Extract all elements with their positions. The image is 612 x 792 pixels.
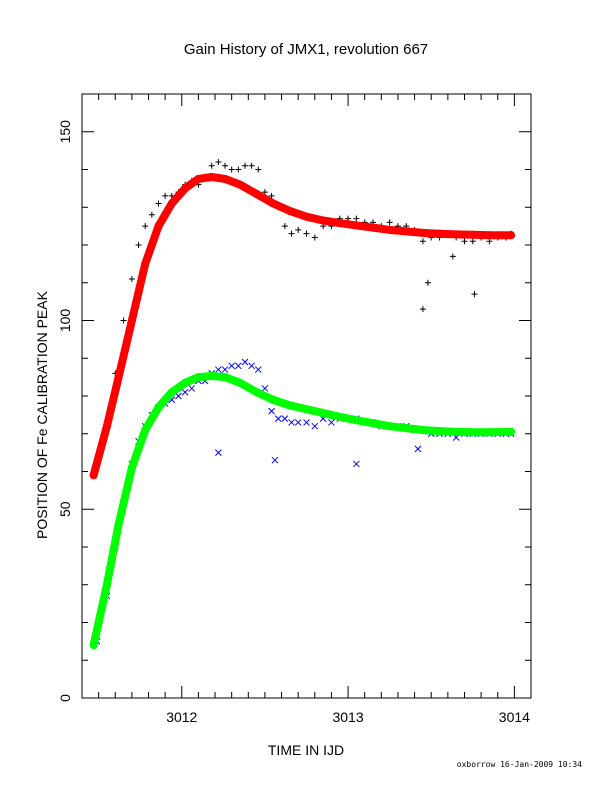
plus-marker bbox=[135, 242, 142, 248]
plus-marker bbox=[311, 234, 318, 241]
plus-marker bbox=[288, 230, 295, 237]
plus-marker bbox=[148, 211, 155, 218]
plus-marker bbox=[419, 238, 426, 245]
series-1 bbox=[93, 358, 515, 645]
x-tick-label: 3014 bbox=[499, 709, 530, 725]
plus-marker bbox=[449, 253, 456, 260]
plus-marker bbox=[128, 275, 135, 282]
plus-marker bbox=[353, 215, 360, 222]
chart-title: Gain History of JMX1, revolution 667 bbox=[184, 41, 428, 58]
cross-marker bbox=[414, 445, 422, 453]
plus-marker bbox=[222, 162, 229, 169]
cross-marker bbox=[234, 362, 242, 370]
plus-marker bbox=[228, 166, 235, 173]
plus-marker bbox=[268, 192, 275, 199]
plus-marker bbox=[471, 291, 478, 298]
cross-marker bbox=[215, 366, 222, 373]
cross-marker bbox=[221, 366, 229, 373]
cross-marker bbox=[271, 456, 279, 464]
y-tick-label: 150 bbox=[57, 120, 73, 144]
plus-marker bbox=[461, 238, 468, 245]
plus-marker bbox=[241, 162, 248, 169]
cross-marker bbox=[303, 419, 310, 426]
series-0 bbox=[93, 158, 515, 467]
y-tick-label: 0 bbox=[57, 694, 73, 702]
plus-marker bbox=[155, 200, 162, 207]
cross-marker bbox=[311, 422, 319, 430]
plus-marker bbox=[142, 223, 149, 230]
plus-marker bbox=[215, 158, 222, 165]
cross-marker bbox=[188, 385, 196, 392]
data-series bbox=[89, 158, 516, 650]
footer-credit: oxborrow 16-Jan-2009 10:34 bbox=[457, 760, 582, 769]
plus-marker bbox=[386, 219, 393, 226]
plus-marker bbox=[261, 189, 268, 196]
plus-marker bbox=[255, 166, 262, 173]
cross-marker bbox=[353, 460, 360, 468]
x-axis-label: TIME IN IJD bbox=[268, 742, 344, 758]
plus-marker bbox=[281, 223, 288, 230]
cross-marker bbox=[241, 358, 249, 366]
cross-marker bbox=[215, 449, 222, 456]
plus-marker bbox=[162, 192, 169, 199]
cross-marker bbox=[254, 366, 262, 373]
cross-marker bbox=[181, 388, 189, 396]
series-3 bbox=[89, 371, 516, 650]
plus-marker bbox=[235, 166, 242, 173]
plus-marker bbox=[419, 306, 426, 313]
cross-marker bbox=[274, 415, 282, 423]
plot-frame bbox=[81, 93, 532, 699]
plus-marker bbox=[469, 238, 476, 245]
x-tick-label: 3013 bbox=[332, 709, 363, 725]
cross-marker bbox=[281, 415, 289, 423]
cross-marker bbox=[288, 419, 295, 426]
fit-curve bbox=[89, 173, 515, 480]
plus-marker bbox=[424, 279, 431, 286]
y-tick-label: 100 bbox=[57, 309, 73, 333]
cross-marker bbox=[268, 407, 275, 415]
plus-marker bbox=[486, 238, 493, 245]
plus-marker bbox=[303, 230, 310, 237]
plus-marker bbox=[120, 317, 127, 324]
cross-marker bbox=[228, 362, 236, 370]
plus-marker bbox=[295, 226, 302, 233]
series-2 bbox=[89, 173, 516, 480]
x-tick-label: 3012 bbox=[166, 709, 197, 725]
fit-curve bbox=[89, 372, 515, 650]
plus-marker bbox=[248, 162, 255, 169]
cross-marker bbox=[175, 392, 182, 400]
y-axis-label: POSITION OF Fe CALIBRATION PEAK bbox=[34, 290, 50, 539]
cross-marker bbox=[328, 419, 335, 426]
axis-tick-labels: 0 50 100 150 3012 3013 3014 bbox=[57, 120, 530, 725]
cross-marker bbox=[261, 385, 269, 392]
y-tick-label: 50 bbox=[57, 501, 73, 517]
cross-marker bbox=[248, 362, 255, 370]
axis-ticks bbox=[81, 93, 532, 699]
plus-marker bbox=[208, 162, 215, 169]
cross-marker bbox=[294, 419, 302, 426]
